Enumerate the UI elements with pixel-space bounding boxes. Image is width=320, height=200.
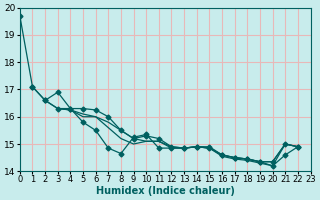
X-axis label: Humidex (Indice chaleur): Humidex (Indice chaleur) (96, 186, 235, 196)
